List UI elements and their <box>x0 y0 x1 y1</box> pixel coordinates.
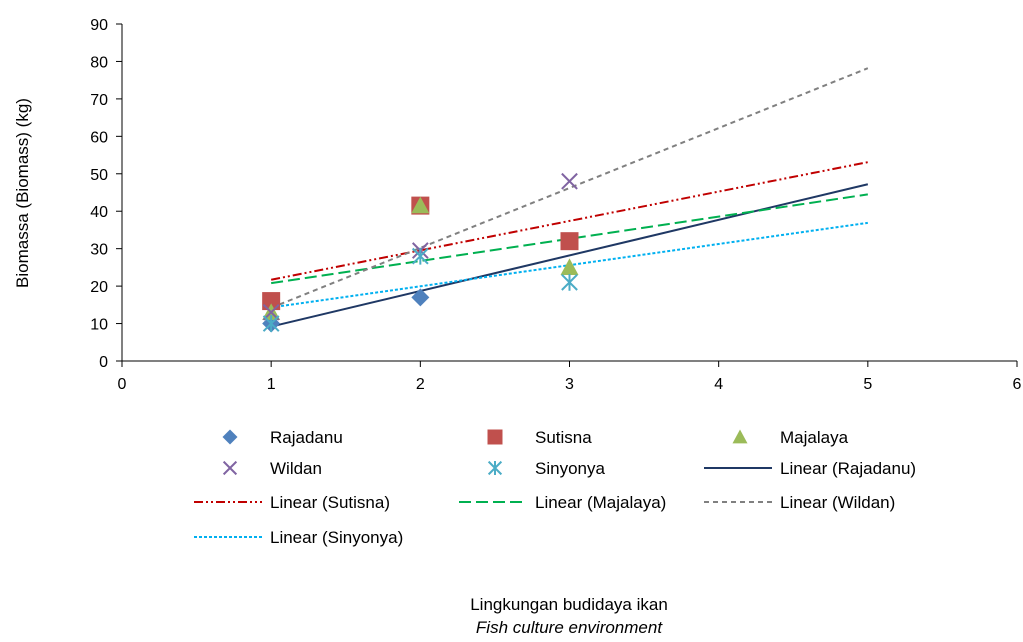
point-sinyonya <box>262 315 280 332</box>
y-tick-label: 30 <box>90 242 108 259</box>
trendline-linear-rajadanu <box>270 183 869 328</box>
point-sutisna <box>560 232 579 251</box>
point-sinyonya <box>561 273 578 291</box>
legend-marker-sutisna <box>487 429 503 445</box>
point-sinyonya <box>411 247 429 265</box>
trendline-linear-sutisna <box>270 161 869 281</box>
x-tick-label: 6 <box>1013 376 1022 393</box>
x-tick-label: 0 <box>118 376 127 393</box>
trendline-linear-majalaya <box>271 193 868 285</box>
legend-label-majalaya: Majalaya <box>780 428 849 447</box>
y-tick-label: 70 <box>90 92 108 109</box>
data-points <box>262 172 579 333</box>
legend-marker-wildan <box>222 460 238 476</box>
point-rajadanu <box>411 288 430 307</box>
axes: 0 10 20 30 40 50 60 70 80 90 0 1 2 3 4 5 6 <box>90 17 1021 393</box>
point-majalaya <box>560 258 579 276</box>
legend-label-linear-rajadanu: Linear (Rajadanu) <box>780 459 916 478</box>
legend: Rajadanu Sutisna Majalaya Wildan Sinyonya Lin… <box>194 428 916 547</box>
x-tick-label: 4 <box>714 376 723 393</box>
legend-label-sutisna: Sutisna <box>535 428 592 447</box>
y-tick-label: 90 <box>90 17 108 34</box>
legend-label-linear-wildan: Linear (Wildan) <box>780 493 895 512</box>
y-tick-label: 60 <box>90 129 108 146</box>
legend-label-sinyonya: Sinyonya <box>535 459 605 478</box>
legend-label-linear-sutisna: Linear (Sutisna) <box>270 493 390 512</box>
y-tick-label: 80 <box>90 54 108 71</box>
y-tick-label: 40 <box>90 204 108 221</box>
point-sutisna <box>262 292 281 311</box>
trendlines <box>270 67 869 328</box>
point-wildan <box>561 172 578 190</box>
point-majalaya <box>411 196 430 214</box>
y-axis-title: Biomassa (Biomass) (kg) <box>13 98 32 288</box>
x-tick-label: 1 <box>267 376 276 393</box>
x-tick-label: 3 <box>565 376 574 393</box>
y-tick-label: 0 <box>99 354 108 371</box>
legend-marker-sinyonya <box>487 460 503 476</box>
legend-label-linear-majalaya: Linear (Majalaya) <box>535 493 666 512</box>
legend-marker-rajadanu <box>222 429 238 445</box>
x-tick-label: 5 <box>863 376 872 393</box>
trendline-linear-wildan <box>270 67 869 309</box>
x-axis-title: Lingkungan budidaya ikan <box>470 595 668 614</box>
legend-marker-majalaya <box>732 429 748 444</box>
legend-label-wildan: Wildan <box>270 459 322 478</box>
legend-label-linear-sinyonya: Linear (Sinyonya) <box>270 528 403 547</box>
y-tick-label: 20 <box>90 279 108 296</box>
x-axis-title-translation: Fish culture environment <box>476 618 663 637</box>
y-tick-label: 10 <box>90 317 108 334</box>
x-tick-label: 2 <box>416 376 425 393</box>
legend-label-rajadanu: Rajadanu <box>270 428 343 447</box>
y-tick-label: 50 <box>90 167 108 184</box>
